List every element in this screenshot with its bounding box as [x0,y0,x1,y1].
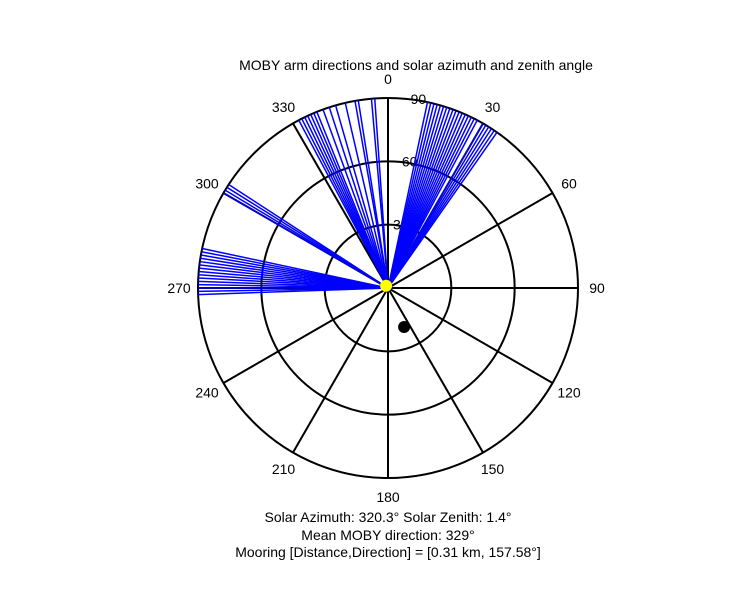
spoke-210 [292,287,389,454]
angle-label-210: 210 [272,461,296,477]
arm-line-12 [357,100,389,289]
spoke-120 [387,287,554,384]
arm-line-14 [373,98,389,289]
arm-line-41 [228,183,389,289]
angle-label-0: 0 [384,71,392,87]
caption-line-3: Mooring [Distance,Direction] = [0.31 km,… [235,544,541,560]
spoke-150 [387,287,484,454]
angle-label-30: 30 [485,99,501,115]
caption-line-1: Solar Azimuth: 320.3° Solar Zenith: 1.4° [265,509,512,525]
arm-line-6 [316,111,389,289]
spoke-240 [222,287,389,384]
caption-line-2: Mean MOBY direction: 329° [301,527,474,543]
arm-line-9 [334,105,389,289]
angle-label-180: 180 [376,489,400,505]
angle-label-150: 150 [481,461,505,477]
markers [380,279,411,334]
angle-label-90: 90 [589,280,605,296]
arm-line-37 [387,131,498,289]
arm-line-49 [201,247,389,289]
spoke-330 [292,122,389,289]
arm-line-10 [344,102,389,289]
angle-tick-labels: 0 30 60 90 120 150 180 210 240 270 300 330 [167,71,605,505]
radial-label-90: 90 [411,91,427,107]
arm-line-8 [328,107,389,289]
spoke-60 [387,192,554,289]
sun-marker [380,279,393,292]
arm-direction-lines [198,98,498,296]
angle-label-330: 330 [272,99,296,115]
angle-label-270: 270 [167,280,191,296]
arm-line-7 [322,109,389,289]
angle-label-60: 60 [561,176,577,192]
arm-line-31 [387,119,478,289]
mooring-marker [398,321,411,334]
angle-label-120: 120 [557,385,581,401]
angle-label-300: 300 [195,176,219,192]
angle-label-240: 240 [195,385,219,401]
chart-title: MOBY arm directions and solar azimuth an… [239,57,593,73]
arm-line-56 [198,273,389,289]
